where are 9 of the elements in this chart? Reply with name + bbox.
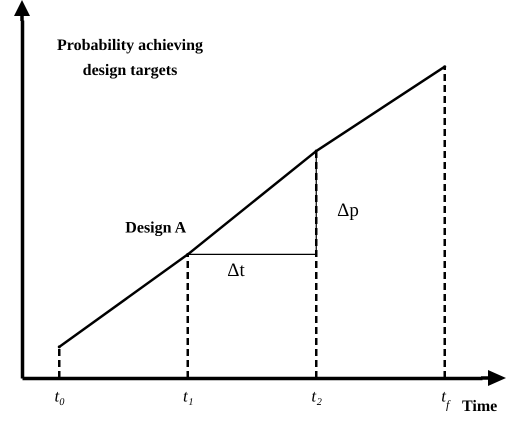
y-axis-title: Probability achieving design targets — [57, 37, 203, 79]
x-tick-label: t₀ — [54, 386, 66, 406]
x-tick-label: t₂ — [311, 386, 322, 406]
x-tick-label: t₁ — [182, 386, 194, 406]
annotation: Δt — [227, 260, 246, 281]
annotation: Δp — [337, 200, 359, 221]
annotation: Design A — [125, 219, 187, 236]
x-axis-title: Time — [462, 398, 498, 415]
x-tick-label: t$_{f}$ — [441, 386, 451, 412]
